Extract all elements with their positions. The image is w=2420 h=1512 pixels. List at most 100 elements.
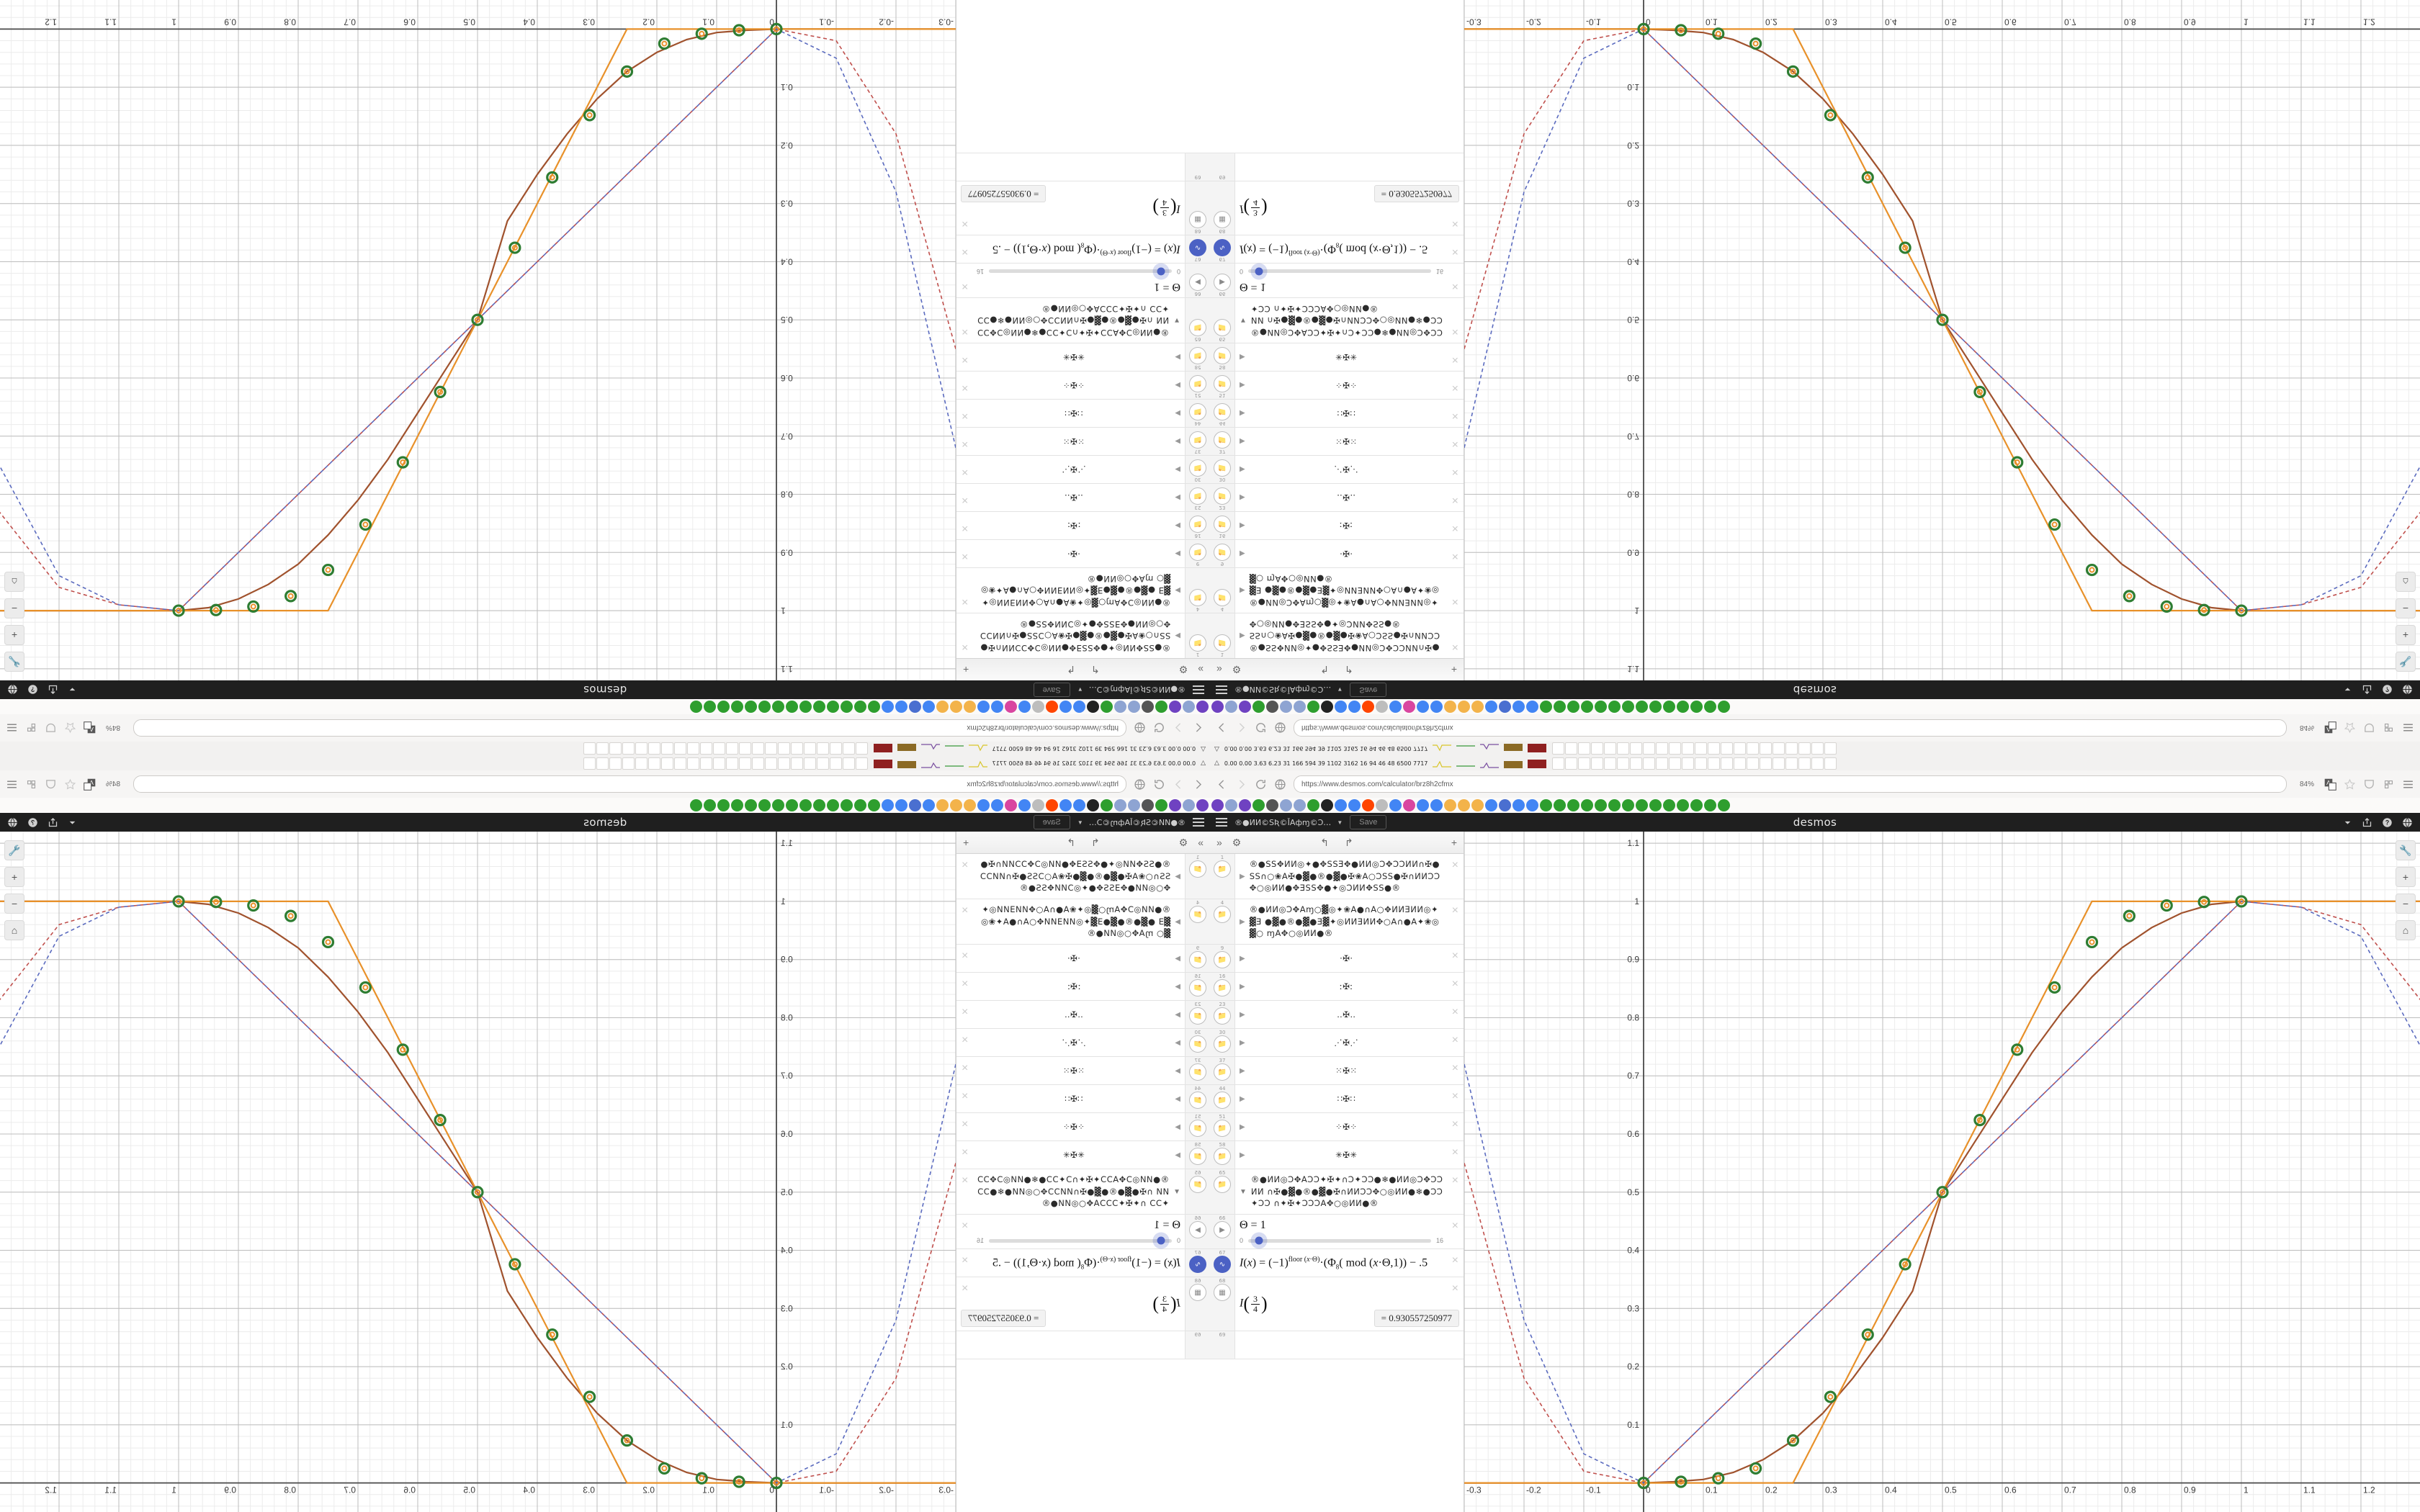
chevron-right-icon[interactable]: ▶ [1240, 1151, 1245, 1159]
bookmark-favicon[interactable] [1417, 701, 1429, 713]
forward-arrow-icon[interactable] [1235, 722, 1247, 734]
taskbar-item[interactable] [1811, 757, 1824, 770]
extensions-icon[interactable] [25, 722, 37, 734]
chevron-right-icon[interactable]: ▶ [1240, 493, 1245, 502]
bookmark-favicon[interactable] [936, 799, 949, 811]
delete-expression-icon[interactable]: × [962, 978, 969, 991]
expression-row[interactable]: 4 📁 ▶ ®●ИИ◎Ɔ✥Аɱ○▓◎✦❀А●∩А○✥ИИƎИИ◎✦▓Ǝ ●▓●®●▓●… [956, 567, 1210, 613]
table-icon[interactable]: ▦ [1214, 1284, 1231, 1302]
delete-expression-icon[interactable]: × [962, 1062, 969, 1075]
taskbar-item[interactable] [1565, 757, 1578, 770]
graph-canvas[interactable]: -0.3 -0.2 -0.1 0 0.1 0.2 0.3 0.4 0.5 0.6 0.7 0.8 0.9… [1464, 832, 2420, 1512]
taskbar-item[interactable] [635, 742, 647, 755]
bookmark-favicon[interactable] [799, 701, 812, 713]
expression-body[interactable]: ▶ ⁘✠⁘ × [956, 1113, 1185, 1140]
taskbar-item[interactable] [699, 757, 712, 770]
delete-expression-icon[interactable]: × [962, 1006, 969, 1019]
bookmark-favicon[interactable] [1485, 701, 1497, 713]
bookmark-favicon[interactable] [745, 799, 757, 811]
taskbar-item[interactable] [1591, 757, 1604, 770]
expression-row[interactable]: 1 📁 ▶ ®●SS✥ИИ◎✦●✥SSƎ✥●ИИ◎Ɔ✥ƆƆИИ∩✠● SS∩○❀А✠●… [956, 854, 1210, 900]
taskbar-item[interactable] [725, 757, 738, 770]
folder-icon[interactable]: 📁 [1189, 906, 1206, 924]
chevron-right-icon[interactable]: ▶ [1240, 521, 1245, 530]
taskbar-item[interactable] [842, 742, 855, 755]
delete-expression-icon[interactable]: × [1451, 978, 1458, 991]
bookmark-favicon[interactable] [895, 701, 908, 713]
folder-icon[interactable]: 📁 [1189, 487, 1206, 505]
chevron-right-icon[interactable]: ▶ [1175, 465, 1180, 474]
folder-icon[interactable]: 📁 [1214, 402, 1231, 420]
expression-row[interactable]: 65 📁 ▼ ®●ИИ◎Ɔ✥АƆƆ✦✠✦∩Ɔ✦ƆƆ●❄●ИИ◎Ɔ✥ƆƆИИ ∩✠●▓●… [1210, 1169, 1464, 1215]
delete-expression-icon[interactable]: × [962, 1220, 969, 1233]
bookmark-favicon[interactable] [1114, 799, 1126, 811]
bookmark-favicon[interactable] [1649, 799, 1662, 811]
taskbar-item[interactable] [1695, 757, 1708, 770]
bookmark-favicon[interactable] [1567, 799, 1579, 811]
chevron-down-icon[interactable]: ▼ [1077, 686, 1083, 693]
chevron-down-icon[interactable]: ▼ [1337, 686, 1343, 693]
bookmark-favicon[interactable] [1087, 799, 1099, 811]
delete-expression-icon[interactable]: × [1451, 279, 1458, 292]
bookmark-favicon[interactable] [1018, 799, 1031, 811]
bookmark-favicon[interactable] [1471, 701, 1484, 713]
bookmark-favicon[interactable] [1266, 701, 1278, 713]
taskbar-item[interactable] [1747, 757, 1760, 770]
expression-body[interactable]: ▶ ®●ИИ◎Ɔ✥Аɱ○▓◎✦❀А●∩А○✥ИИƎИИ◎✦▓Ǝ ●▓●®●▓●Ǝ▓… [1235, 568, 1464, 613]
expression-body[interactable]: ▶ ⁙✠⁙ × [1235, 1057, 1464, 1084]
taskbar-item[interactable] [1591, 742, 1604, 755]
bookmark-favicon[interactable] [1335, 701, 1347, 713]
bookmark-favicon[interactable] [786, 799, 798, 811]
delete-expression-icon[interactable]: × [962, 1118, 969, 1131]
taskbar-item[interactable] [1656, 742, 1669, 755]
taskbar-item[interactable] [712, 757, 725, 770]
bookmark-favicon[interactable] [704, 799, 716, 811]
chevron-right-icon[interactable]: ▶ [1240, 437, 1245, 446]
hamburger-menu-icon[interactable] [1216, 685, 1227, 694]
expression-row[interactable]: 44 📁 ▶ ∷✠∷ × [956, 398, 1210, 427]
bookmark-favicon[interactable] [868, 799, 880, 811]
delete-expression-icon[interactable]: × [1451, 1254, 1458, 1267]
bookmarks-bar[interactable] [0, 798, 1210, 814]
address-bar[interactable]: https://www.desmos.com/calculator/brz8h2… [133, 719, 1126, 737]
expression-row[interactable]: 66 ▶ Θ = 1 0 16 × [956, 1215, 1210, 1250]
address-bar[interactable]: https://www.desmos.com/calculator/brz8h2… [1294, 719, 2287, 737]
folder-icon[interactable]: 📁 [1214, 1063, 1231, 1081]
os-taskbar[interactable] [1552, 742, 1837, 755]
chevron-down-icon[interactable]: ▼ [1240, 316, 1247, 325]
table-icon[interactable]: ▦ [1189, 1284, 1206, 1302]
os-taskbar[interactable] [583, 757, 868, 770]
taskbar-item[interactable] [738, 742, 751, 755]
translate-icon[interactable]: A [2324, 778, 2336, 791]
bookmark-favicon[interactable] [1526, 799, 1538, 811]
forward-arrow-icon[interactable] [1173, 778, 1185, 791]
chevron-right-icon[interactable]: ▶ [1240, 1038, 1245, 1047]
bookmark-favicon[interactable] [923, 701, 935, 713]
folder-icon[interactable]: 📁 [1189, 1063, 1206, 1081]
expression-body[interactable]: ▶ ✳✠✳ × [1235, 1141, 1464, 1169]
bookmark-favicon[interactable] [1362, 701, 1374, 713]
delete-expression-icon[interactable]: × [1451, 1146, 1458, 1159]
expression-row[interactable]: 1 📁 ▶ ®●SS✥ИИ◎✦●✥SSƎ✥●ИИ◎Ɔ✥ƆƆИИ∩✠● SS∩○❀А✠●… [1210, 854, 1464, 900]
bookmark-favicon[interactable] [950, 701, 962, 713]
zoom-level-label[interactable]: 84% [106, 780, 121, 788]
folder-icon[interactable]: 📁 [1189, 515, 1206, 533]
expression-body[interactable]: ▶ ‥✠‥ × [956, 1001, 1185, 1028]
taskbar-item[interactable] [583, 757, 596, 770]
table-icon[interactable]: ▦ [1214, 210, 1231, 228]
bookmark-favicon[interactable] [1663, 701, 1675, 713]
graph-canvas[interactable]: -0.3 -0.2 -0.1 0 0.1 0.2 0.3 0.4 0.5 0.6 0.7 0.8 0.9… [0, 0, 956, 680]
taskbar-item[interactable] [855, 742, 868, 755]
expression-body[interactable]: ▶ ·✠· × [956, 945, 1185, 972]
bookmark-favicon[interactable] [813, 701, 825, 713]
bookmark-favicon[interactable] [1690, 799, 1703, 811]
delete-expression-icon[interactable]: × [962, 1034, 969, 1047]
expression-row[interactable]: 4 📁 ▶ ®●ИИ◎Ɔ✥Аɱ○▓◎✦❀А●∩А○✥ИИƎИИ◎✦▓Ǝ ●▓●®●▓●… [1210, 899, 1464, 945]
taskbar-item[interactable] [647, 757, 660, 770]
expression-row[interactable]: 51 📁 ▶ ⁘✠⁘ × [1210, 1113, 1464, 1142]
bookmark-favicon[interactable] [690, 701, 702, 713]
expression-body[interactable]: ▶ ‥✠‥ × [1235, 484, 1464, 511]
expression-row[interactable]: 1 📁 ▶ ®●SS✥ИИ◎✦●✥SSƎ✥●ИИ◎Ɔ✥ƆƆИИ∩✠● SS∩○❀А✠●… [1210, 612, 1464, 658]
bookmark-favicon[interactable] [1499, 799, 1511, 811]
play-icon[interactable]: ▶ [1189, 1221, 1206, 1239]
